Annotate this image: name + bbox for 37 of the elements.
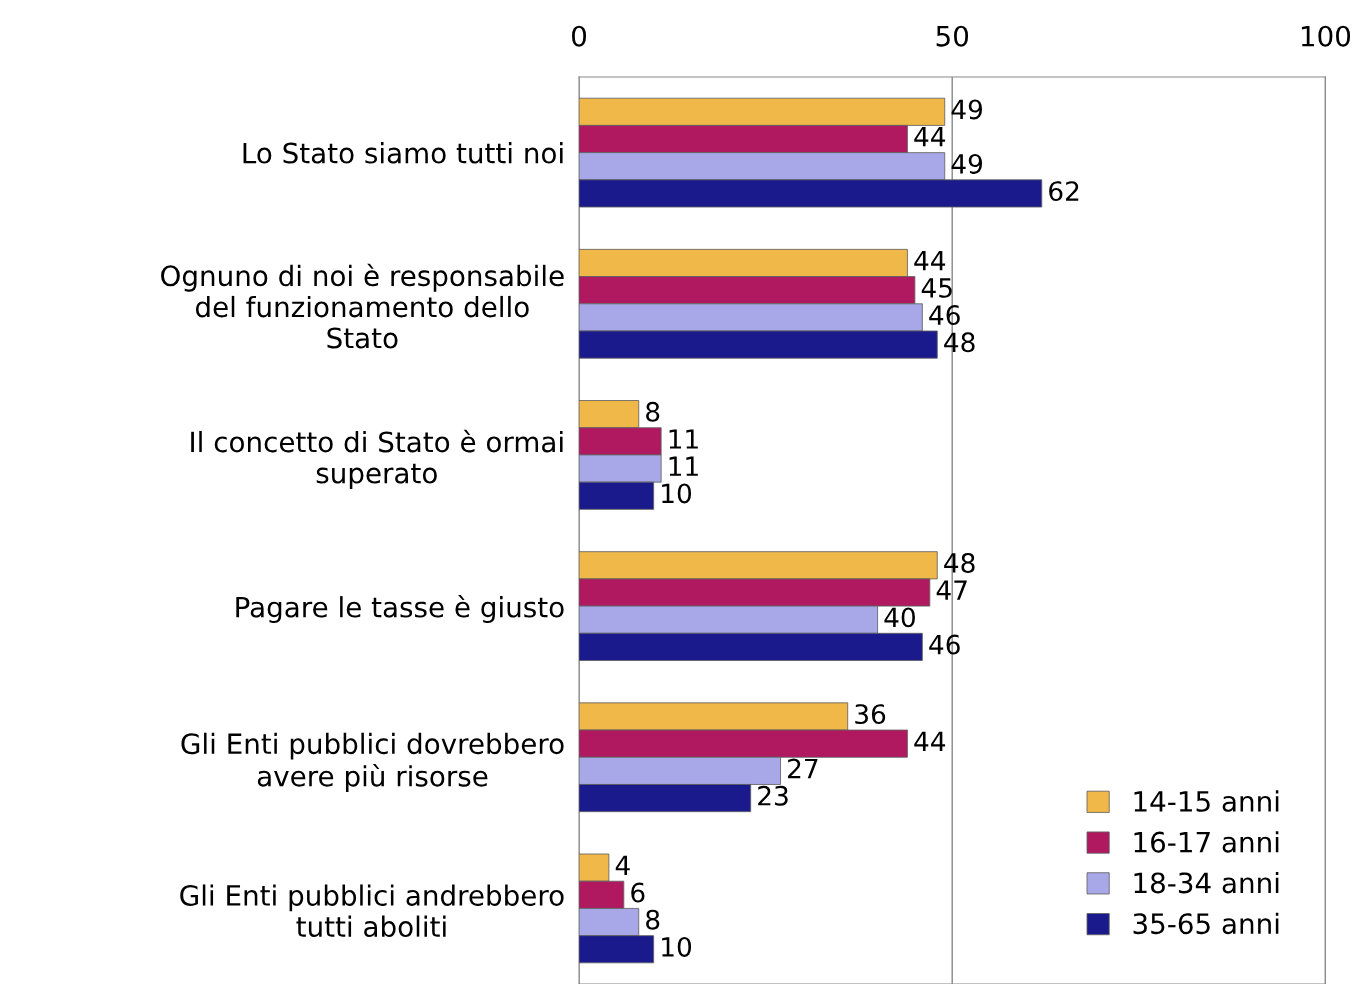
data-label: 6 xyxy=(631,882,645,903)
data-label: 4 xyxy=(615,855,630,875)
data-label: 45 xyxy=(921,278,952,298)
data-label: 46 xyxy=(929,305,960,326)
data-label: 44 xyxy=(914,127,946,147)
data-label: 10 xyxy=(662,483,692,504)
y-tick-label: Pagare le tasse è giusto xyxy=(236,594,564,623)
data-label: 46 xyxy=(929,634,960,655)
y-tick-label: Ognuno di noi è responsabile del funzionamento dello Stato xyxy=(161,263,564,349)
data-label: 40 xyxy=(884,607,915,628)
y-tick-label: Gli Enti pubblici andrebbero tutti aboliti xyxy=(180,884,564,938)
data-label: 48 xyxy=(944,332,975,353)
y-tick-label: Gli Enti pubblici dovrebbero avere più risorse xyxy=(181,732,564,793)
legend-label: 35-65 anni xyxy=(1133,912,1279,935)
data-label: 36 xyxy=(855,704,886,725)
data-label: 44 xyxy=(914,251,946,271)
data-label: 47 xyxy=(936,580,967,600)
y-tick-label: Lo Stato siamo tutti noi xyxy=(243,142,563,164)
data-label: 8 xyxy=(646,401,660,422)
x-tick-label: 0 xyxy=(572,25,587,47)
data-label: 23 xyxy=(758,785,788,806)
data-label: 11 xyxy=(669,456,698,476)
x-tick-label: 100 xyxy=(1301,25,1351,47)
data-label: 27 xyxy=(788,758,818,779)
data-label: 10 xyxy=(662,936,692,957)
legend-label: 14-15 anni xyxy=(1134,790,1279,812)
legend-label: 18-34 anni xyxy=(1134,871,1279,894)
data-label: 62 xyxy=(1049,181,1079,202)
data-label: 11 xyxy=(669,429,698,449)
data-label: 49 xyxy=(951,99,983,120)
data-label: 48 xyxy=(944,552,975,573)
y-tick-label: Il concetto di Stato è ormai superato xyxy=(191,429,563,489)
data-label: 49 xyxy=(951,153,983,174)
x-tick-label: 50 xyxy=(936,25,969,47)
data-label: 8 xyxy=(646,909,660,930)
legend-label: 16-17 anni xyxy=(1134,831,1279,853)
data-label: 44 xyxy=(914,731,946,751)
